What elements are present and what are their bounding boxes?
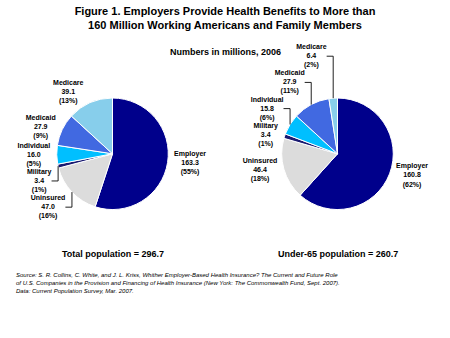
svg-text:Individual15.8(6%): Individual15.8(6%) [251, 96, 284, 122]
svg-text:Figure 1. Employers Provide He: Figure 1. Employers Provide Health Benef… [75, 5, 376, 31]
svg-text:Medicare6.4(2%): Medicare6.4(2%) [296, 43, 326, 69]
svg-text:Total population = 296.7: Total population = 296.7 [62, 249, 164, 259]
svg-text:Source: S. R. Collins, C. Whit: Source: S. R. Collins, C. White, and J. … [16, 272, 340, 294]
svg-text:Individual16.0(5%): Individual16.0(5%) [17, 142, 50, 168]
svg-text:Numbers in millions, 2006: Numbers in millions, 2006 [170, 47, 281, 57]
svg-text:Medicaid27.9(11%): Medicaid27.9(11%) [275, 69, 305, 95]
svg-text:Employer160.8(62%): Employer160.8(62%) [396, 162, 428, 188]
svg-text:Medicaid27.9(9%): Medicaid27.9(9%) [26, 114, 56, 140]
svg-text:Military3.4(1%): Military3.4(1%) [253, 122, 278, 148]
svg-text:Military3.4(1%): Military3.4(1%) [27, 168, 52, 194]
svg-text:Under-65 population = 260.7: Under-65 population = 260.7 [278, 249, 398, 259]
svg-text:Employer163.3(55%): Employer163.3(55%) [174, 150, 206, 176]
svg-text:Medicare39.1(13%): Medicare39.1(13%) [53, 79, 83, 105]
svg-text:Uninsured46.4(18%): Uninsured46.4(18%) [243, 157, 278, 183]
svg-text:Uninsured47.0(16%): Uninsured47.0(16%) [31, 194, 66, 220]
